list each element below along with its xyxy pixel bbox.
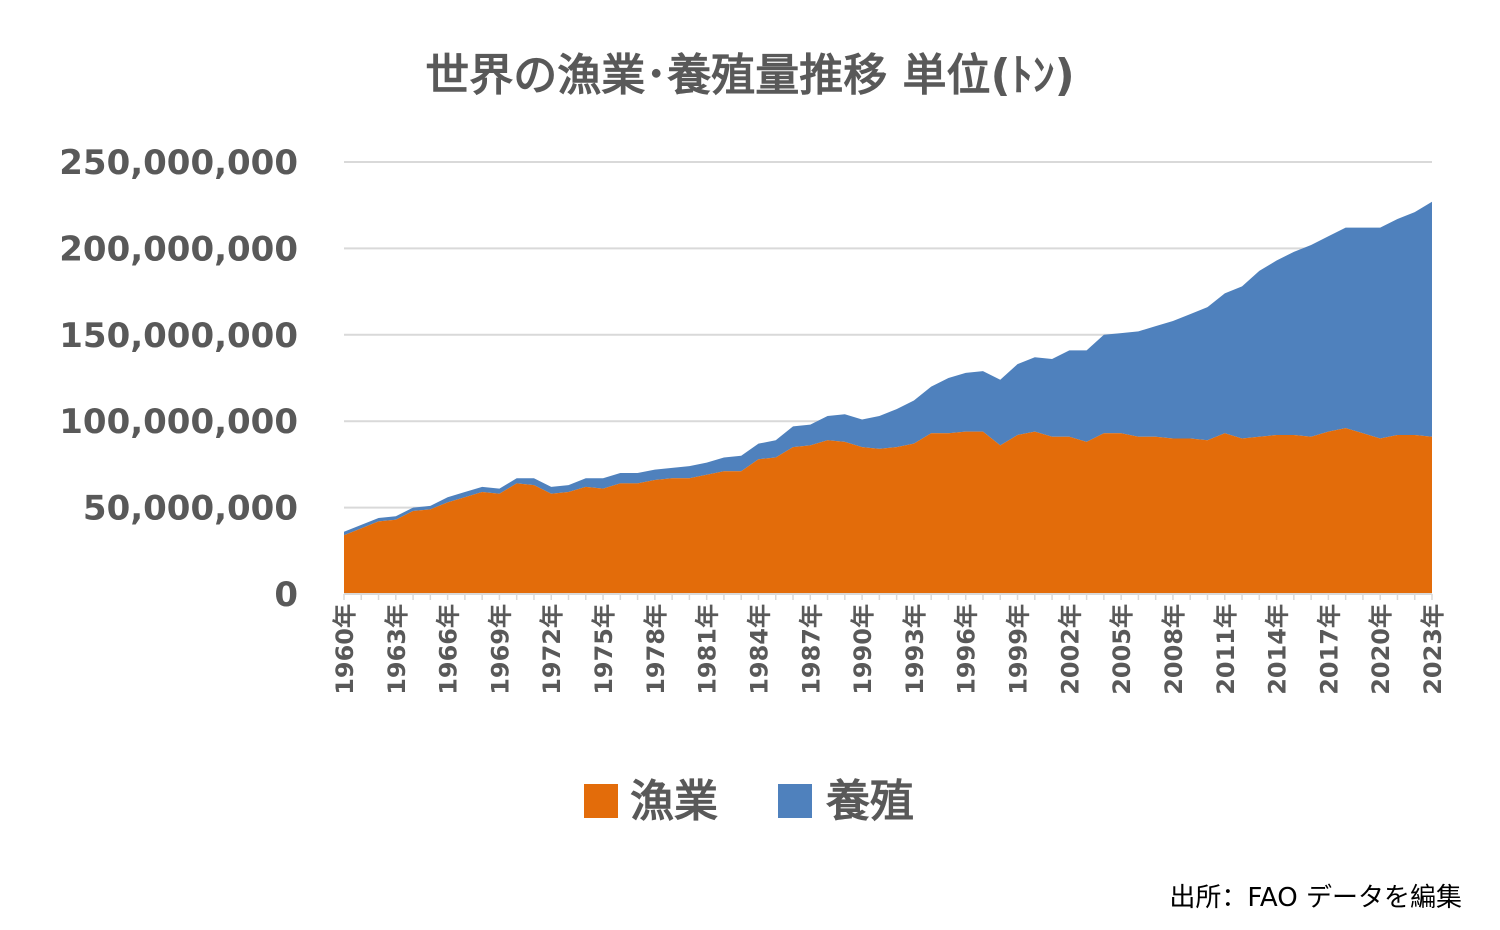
- y-tick-label: 150,000,000: [59, 316, 298, 356]
- x-tick-label: 1972年: [538, 604, 566, 695]
- x-tick-label: 1993年: [901, 604, 929, 695]
- y-tick-label: 100,000,000: [59, 402, 298, 442]
- x-tick-label: 1984年: [745, 604, 773, 695]
- x-tick-label: 2005年: [1108, 604, 1136, 695]
- legend-label-fishery: 漁業: [630, 776, 718, 827]
- legend-swatch-fishery: [584, 784, 618, 818]
- x-tick-label: 1963年: [383, 604, 411, 695]
- x-tick-label: 1978年: [642, 604, 670, 695]
- x-tick-label: 1975年: [590, 604, 618, 695]
- x-tick-label: 2011年: [1212, 604, 1240, 695]
- y-tick-label: 50,000,000: [83, 489, 298, 529]
- x-tick-label: 2014年: [1264, 604, 1292, 695]
- x-tick-label: 1981年: [694, 604, 722, 695]
- x-tick-label: 1987年: [797, 604, 825, 695]
- x-tick-label: 2017年: [1315, 604, 1343, 695]
- x-tick-label: 1990年: [849, 604, 877, 695]
- x-tick-label: 2008年: [1160, 604, 1188, 695]
- x-tick-label: 1996年: [953, 604, 981, 695]
- legend: 漁業 養殖: [584, 776, 914, 827]
- area-layer: [344, 201, 1432, 594]
- source-note: 出所：FAO データを編集: [1169, 883, 1462, 913]
- legend-label-aquaculture: 養殖: [825, 776, 914, 827]
- x-tick-label: 1999年: [1005, 604, 1033, 695]
- legend-swatch-aquaculture: [778, 784, 812, 818]
- y-tick-label: 0: [274, 575, 298, 615]
- y-tick-label: 200,000,000: [59, 229, 298, 269]
- x-tick-label: 2023年: [1419, 604, 1447, 695]
- x-axis: 1960年 1963年 1966年 1969年 1972年 1975年 1978年 1981年…: [331, 593, 1447, 695]
- x-tick-label: 1969年: [486, 604, 514, 695]
- x-tick-label: 1966年: [435, 604, 463, 695]
- x-tick-label: 2002年: [1056, 604, 1084, 695]
- x-tick-label: 1960年: [331, 604, 359, 695]
- x-tick-label: 2020年: [1367, 604, 1395, 695]
- y-tick-label: 250,000,000: [59, 143, 298, 183]
- y-axis: 0 50,000,000 100,000,000 150,000,000 200,000…: [59, 143, 298, 615]
- area-fishery: [344, 428, 1432, 594]
- chart-title: 世界の漁業･養殖量推移 単位(ﾄﾝ): [425, 50, 1075, 101]
- area-aquaculture: [344, 201, 1432, 536]
